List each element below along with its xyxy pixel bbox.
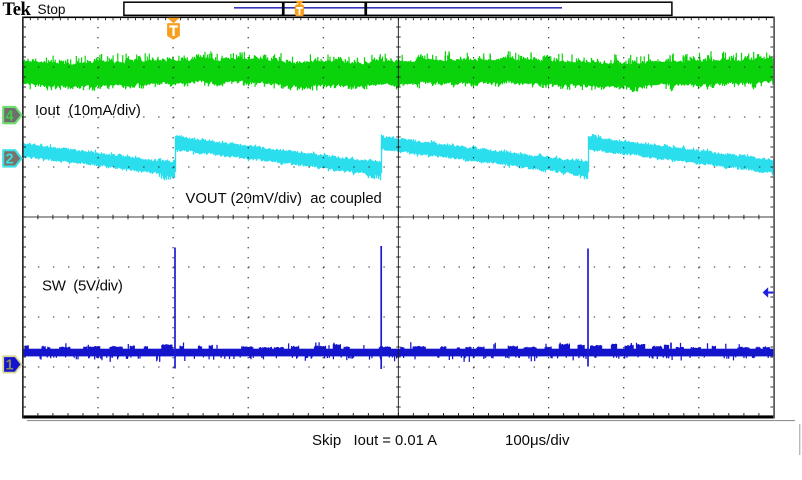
svg-text:Tek: Tek	[3, 0, 32, 20]
svg-text:2: 2	[6, 152, 14, 168]
svg-text:Iout (10mA/div): Iout (10mA/div)	[35, 102, 141, 119]
svg-text:100μs/div: 100μs/div	[505, 432, 570, 449]
svg-text:1: 1	[6, 358, 14, 374]
svg-text:Iout = 0.01 A: Iout = 0.01 A	[354, 433, 438, 449]
svg-text:Skip: Skip	[312, 432, 341, 449]
svg-text:4: 4	[6, 108, 14, 124]
svg-text:VOUT (20mV/div) ac coupled: VOUT (20mV/div) ac coupled	[186, 191, 382, 207]
svg-text:Stop: Stop	[38, 2, 66, 17]
svg-text:SW (5V/div): SW (5V/div)	[42, 277, 123, 294]
